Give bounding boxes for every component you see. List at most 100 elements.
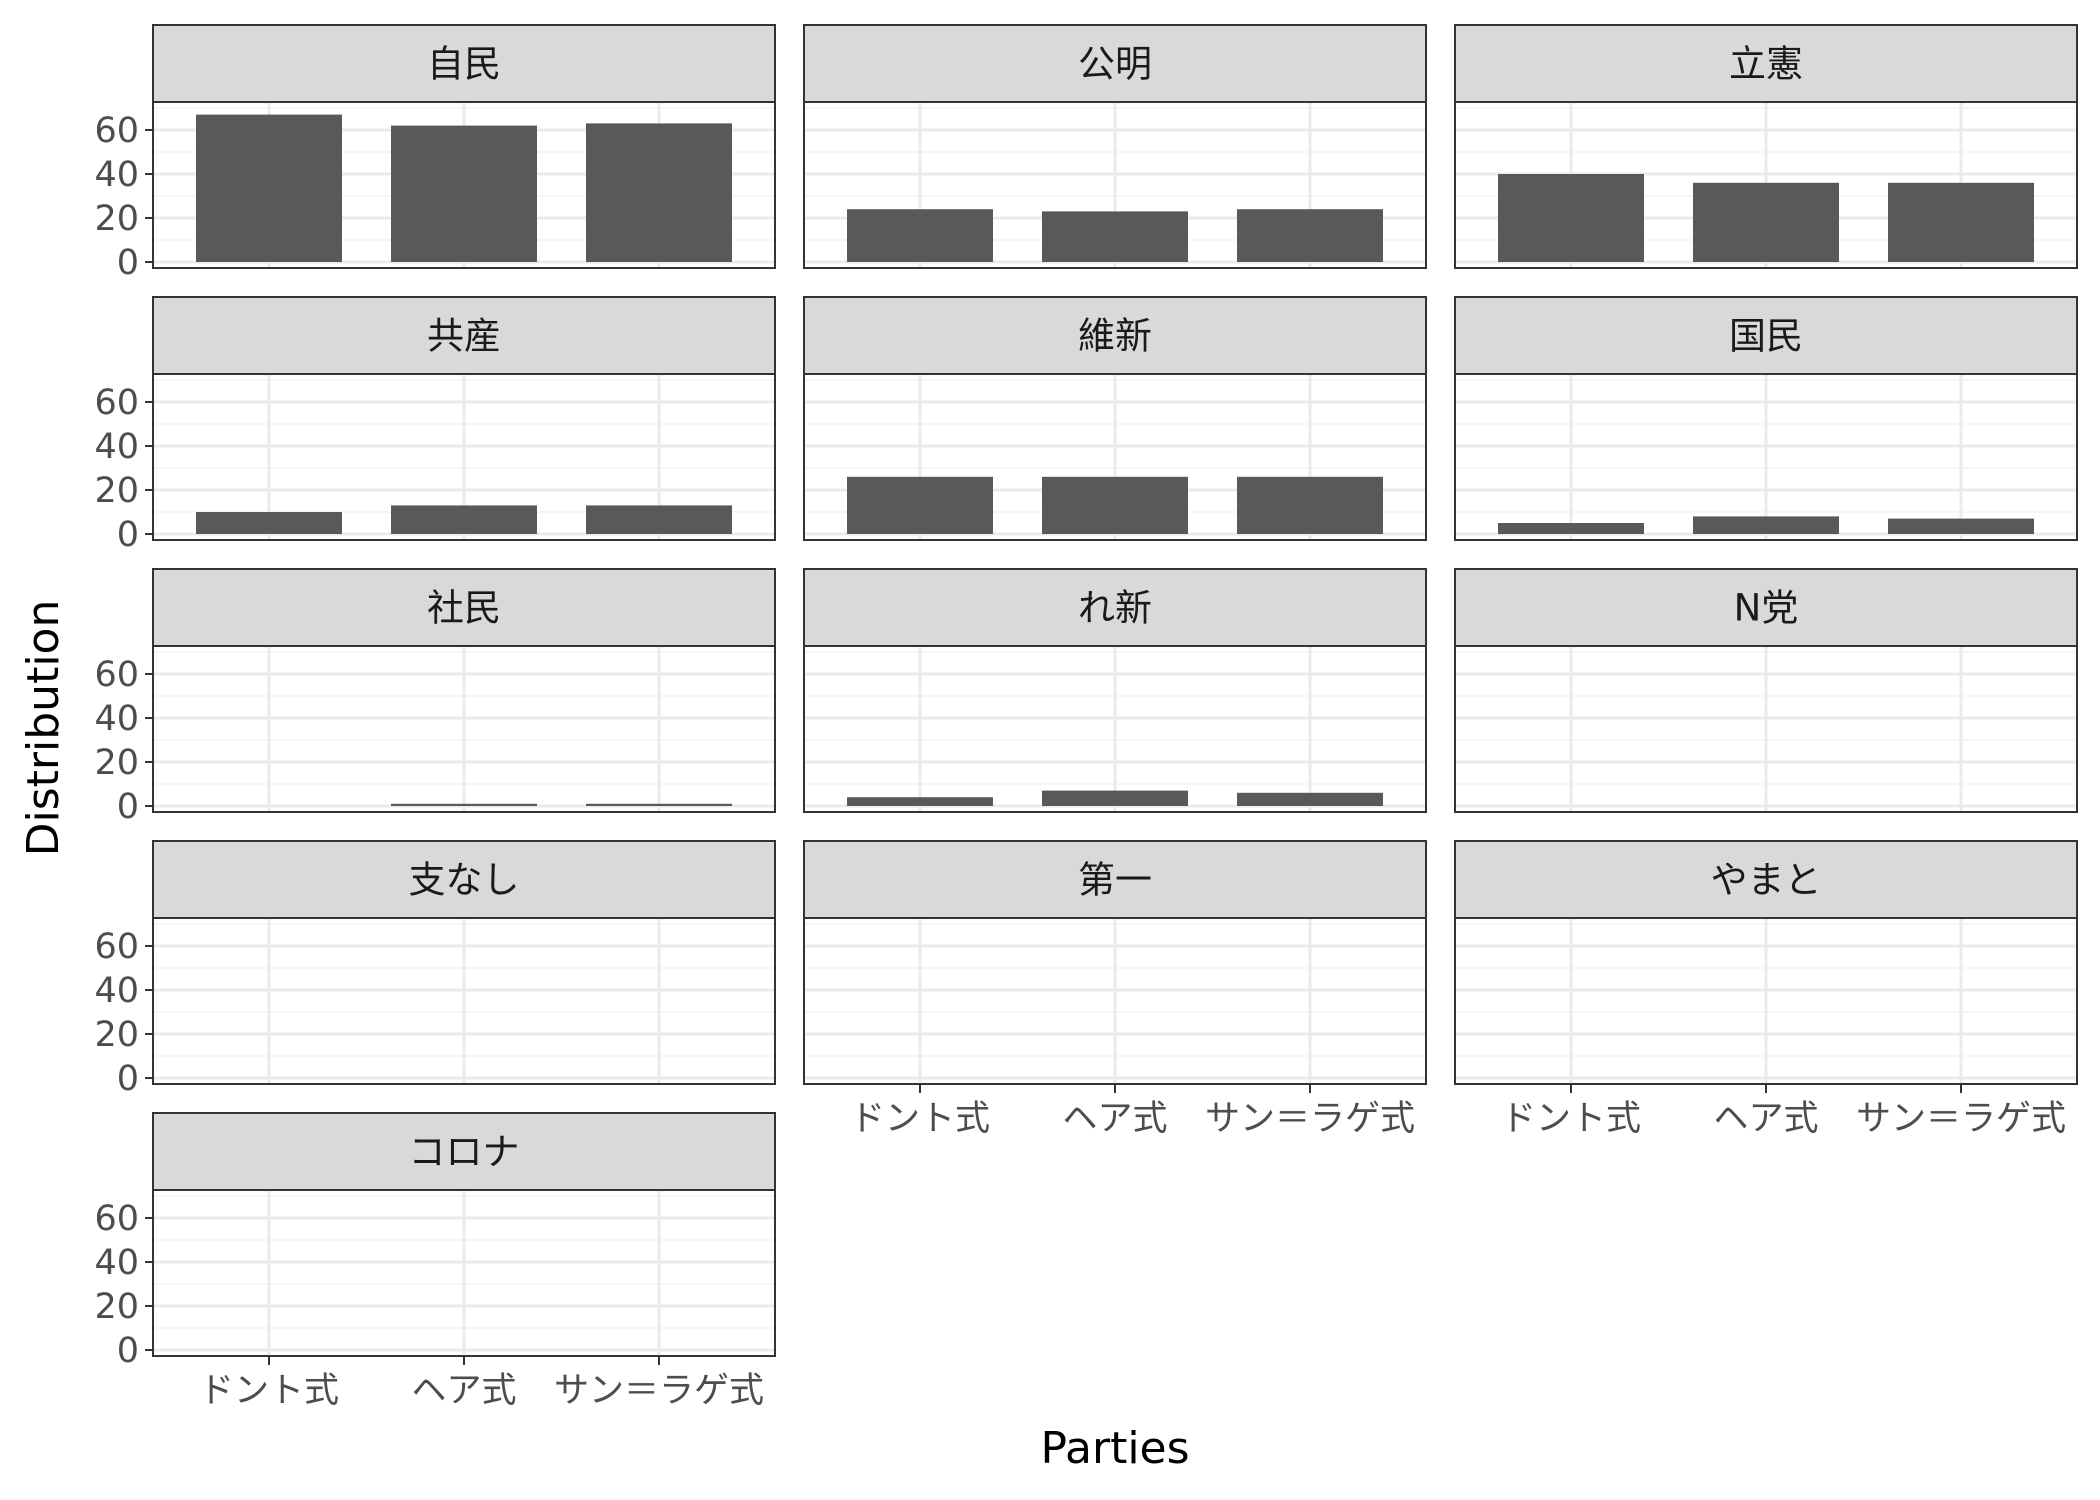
panel-border [1454, 101, 2078, 269]
bar [847, 476, 993, 534]
x-axis-title: Parties [1040, 1423, 1189, 1474]
y-tick-label: 20 [94, 1015, 139, 1055]
bar [196, 512, 342, 534]
bar [1498, 523, 1644, 534]
y-tick-label: 0 [117, 1331, 139, 1371]
facet-strip-label: 社民 [427, 587, 501, 630]
facet-panel: 維新 [803, 296, 1427, 541]
y-tick-label: 40 [94, 427, 139, 467]
facet-strip-label: 維新 [1078, 315, 1152, 358]
panel-border [803, 645, 1427, 813]
panel-border [1454, 373, 2078, 541]
bar [1888, 182, 2034, 262]
bar [1042, 476, 1188, 534]
bar [847, 797, 993, 806]
panel-border [803, 101, 1427, 269]
facet-strip [152, 24, 776, 103]
x-tick-label: ドント式 [850, 1099, 990, 1139]
panel-border [152, 101, 776, 269]
facet-strip [152, 296, 776, 375]
x-tick-label: ヘア式 [411, 1371, 516, 1411]
bar [391, 505, 537, 534]
facet-panel: 国民 [1454, 296, 2078, 541]
panel-border [152, 645, 776, 813]
panel-border [1454, 645, 2078, 813]
bar [391, 803, 537, 806]
bar [1237, 476, 1383, 534]
y-tick-label: 0 [117, 1059, 139, 1099]
facet-strip [803, 296, 1427, 375]
y-tick-label: 20 [94, 743, 139, 783]
x-tick-label: ドント式 [199, 1371, 339, 1411]
facet-panel: やまと [1454, 840, 2078, 1085]
x-tick-label: サン＝ラゲ式 [1856, 1099, 2066, 1139]
bar [1693, 516, 1839, 534]
y-tick-label: 60 [94, 1199, 139, 1239]
y-tick-label: 0 [117, 243, 139, 283]
y-tick-label: 40 [94, 971, 139, 1011]
facet-panel: れ新 [803, 568, 1427, 813]
x-tick-label: サン＝ラゲ式 [554, 1371, 764, 1411]
bar [1237, 209, 1383, 262]
facet-strip-label: れ新 [1078, 587, 1152, 630]
facet-strip [152, 840, 776, 919]
y-tick-label: 40 [94, 155, 139, 195]
x-tick-label: ヘア式 [1713, 1099, 1818, 1139]
facet-strip [152, 568, 776, 647]
x-tick-label: サン＝ラゲ式 [1205, 1099, 1415, 1139]
bar [391, 125, 537, 262]
facet-strip [1454, 840, 2078, 919]
y-tick-label: 60 [94, 111, 139, 151]
y-tick-label: 20 [94, 1287, 139, 1327]
facet-strip-label: 公明 [1078, 43, 1152, 86]
facet-panel: 第一 [803, 840, 1427, 1085]
facet-strip-label: N党 [1734, 587, 1799, 630]
y-tick-label: 60 [94, 383, 139, 423]
panel-border [152, 917, 776, 1085]
panel-border [803, 373, 1427, 541]
facet-strip-label: 立憲 [1729, 43, 1803, 86]
y-tick-label: 60 [94, 655, 139, 695]
bar [1042, 211, 1188, 262]
y-tick-label: 40 [94, 1243, 139, 1283]
bar [586, 505, 732, 534]
y-tick-label: 20 [94, 199, 139, 239]
facet-strip-label: 共産 [427, 315, 501, 358]
facet-strip-label: 第一 [1078, 859, 1152, 902]
bar [847, 209, 993, 262]
facet-strip-label: 国民 [1729, 315, 1803, 358]
y-tick-label: 40 [94, 699, 139, 739]
facet-strip [1454, 568, 2078, 647]
bar [586, 123, 732, 263]
facet-strip-label: 支なし [409, 859, 520, 902]
facet-panel: 立憲 [1454, 24, 2078, 269]
facet-panel: 公明 [803, 24, 1427, 269]
bar [1498, 174, 1644, 262]
bar [1237, 792, 1383, 806]
bar [1693, 182, 1839, 262]
facet-strip-label: やまと [1711, 859, 1822, 902]
bar [1888, 518, 2034, 534]
facet-panel: N党 [1454, 568, 2078, 813]
facet-strip [1454, 24, 2078, 103]
y-tick-label: 0 [117, 515, 139, 555]
facet-strip [803, 24, 1427, 103]
x-tick-label: ヘア式 [1062, 1099, 1167, 1139]
y-tick-label: 60 [94, 927, 139, 967]
panel-border [152, 373, 776, 541]
y-tick-label: 20 [94, 471, 139, 511]
x-tick-label: ドント式 [1501, 1099, 1641, 1139]
bar [196, 114, 342, 262]
y-axis-title: Distribution [18, 600, 69, 857]
facet-strip [1454, 296, 2078, 375]
facet-strip-label: 自民 [427, 43, 501, 86]
y-tick-label: 0 [117, 787, 139, 827]
